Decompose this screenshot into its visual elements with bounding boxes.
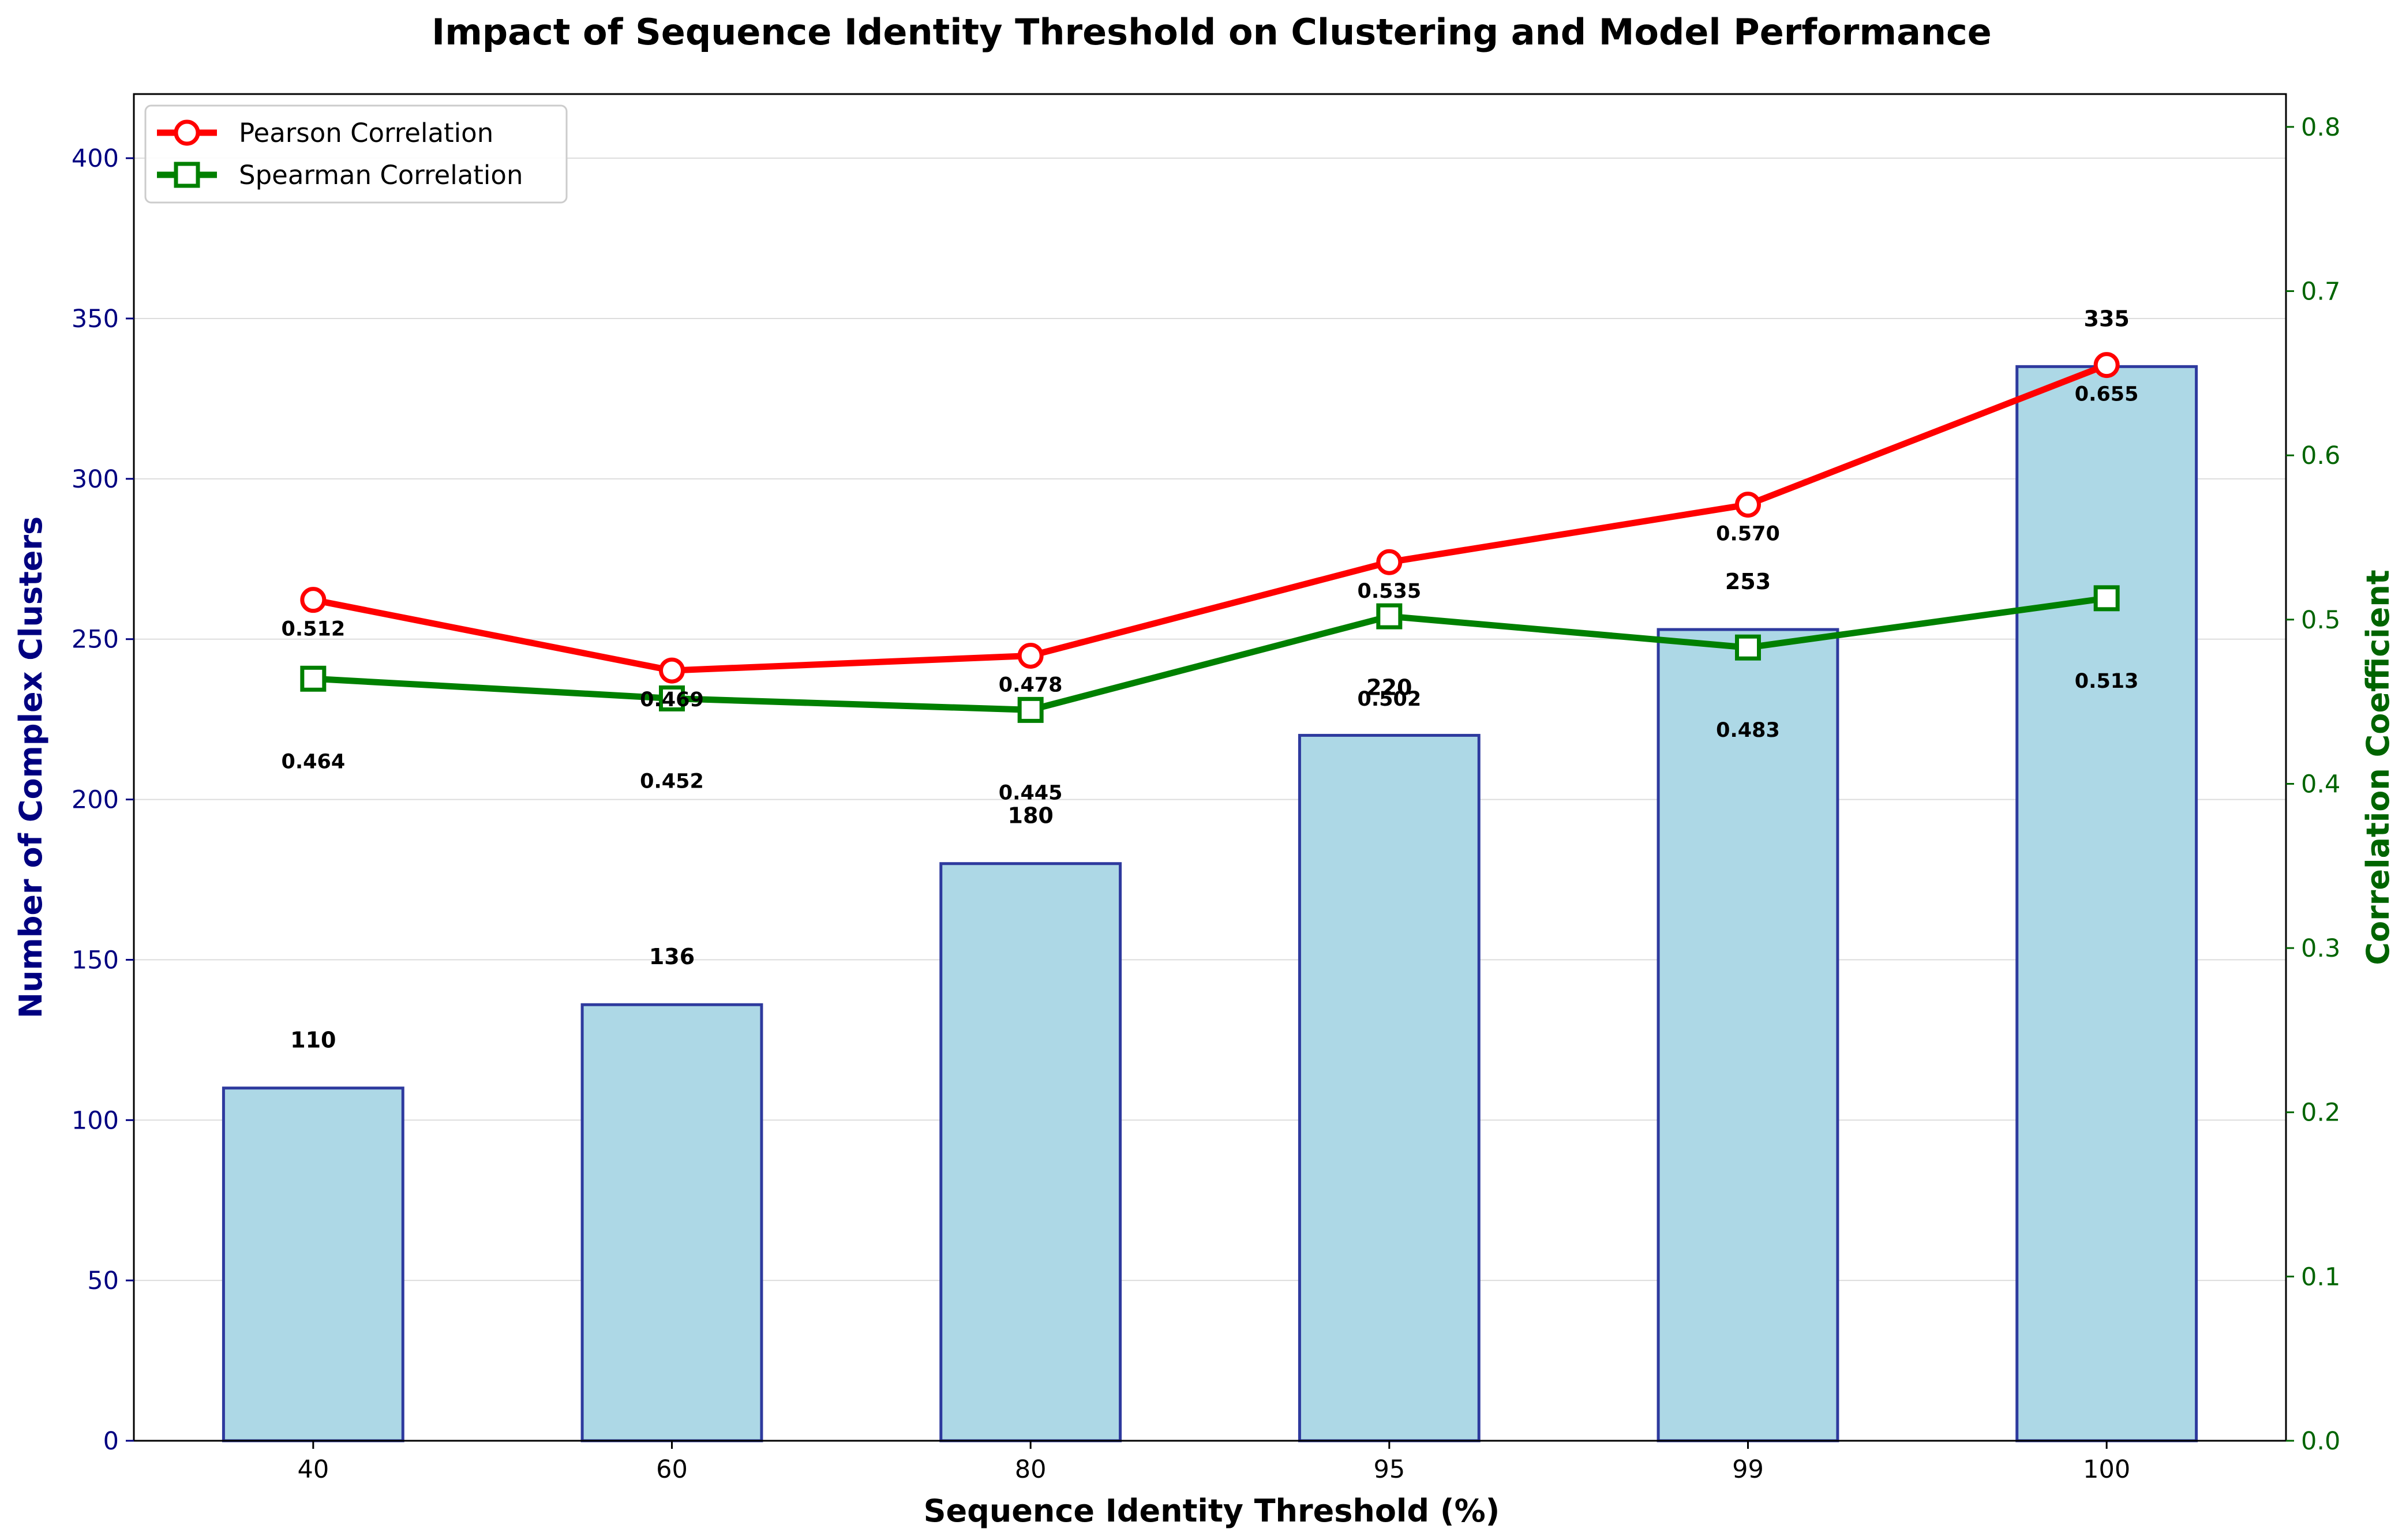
y-right-tick-label: 0.5 [2301,606,2340,635]
pearson-point [659,657,685,684]
pearson-point [1017,642,1044,669]
bar [1657,628,1839,1442]
y-axis-left-label: Number of Complex Clusters [13,516,49,1018]
plot-frame [133,93,2287,1442]
y-left-tick-label: 0 [103,1427,119,1456]
y-left-tick-label: 300 [72,465,119,494]
pearson-point [1376,549,1403,575]
y-right-tick-label: 0.0 [2301,1427,2340,1456]
bars [222,365,2198,1442]
legend-marker [174,162,200,188]
legend-label: Pearson Correlation [239,118,493,148]
y-right-tick-label: 0.3 [2301,934,2340,963]
bar-value-label: 335 [2084,306,2130,331]
y-right-tick-label: 0.8 [2301,113,2340,142]
y-right-tick-label: 0.7 [2301,278,2340,306]
y-left-tick-label: 50 [87,1267,119,1295]
bar-value-label: 110 [290,1028,336,1053]
legend-box [144,104,568,204]
y-left-tick-label: 250 [72,625,119,654]
y-left-tick-label: 150 [72,946,119,975]
legend-label: Spearman Correlation [239,160,523,190]
y-left-tick-label: 350 [72,305,119,334]
bar-value-label: 180 [1008,803,1054,829]
chart-title: Impact of Sequence Identity Threshold on… [432,11,1992,53]
series-line [312,362,2108,674]
spearman-point [1735,634,1761,661]
lines [300,352,2120,723]
bar [2015,365,2198,1442]
axes: 0 50 100 150 200 250 300 350 400 0.0 0.1 0.2 0.3 0.4 0… [72,113,2340,1484]
y-axis-right-label: Correlation Coefficient [2360,569,2396,965]
legend: Pearson Correlation Spearman Correlation [144,104,568,204]
spearman-point [659,685,685,711]
y-right-tick-label: 0.2 [2301,1099,2340,1127]
pearson-point [2093,352,2120,379]
point-value-label: 0.513 [2075,670,2139,693]
point-value-label: 0.502 [1357,688,1421,711]
bar-value-label: 253 [1725,569,1771,594]
point-value-label: 0.469 [640,688,704,711]
point-value-label: 0.478 [999,673,1063,696]
data-labels: 110 136 180 220 253 335 0.512 0.469 0.478 0.535 0.… [281,306,2138,1052]
point-value-label: 0.483 [1716,719,1780,742]
y-left-tick-label: 200 [72,786,119,815]
x-tick-label: 40 [297,1455,329,1484]
x-tick-label: 99 [1732,1455,1764,1484]
x-axis-label: Sequence Identity Threshold (%) [924,1493,1500,1529]
point-value-label: 0.535 [1357,580,1421,603]
x-tick-label: 60 [656,1455,688,1484]
point-value-label: 0.570 [1716,523,1780,546]
gridlines [134,158,2286,1441]
bar [222,1086,404,1442]
point-value-label: 0.464 [281,750,345,773]
x-tick-label: 80 [1015,1455,1047,1484]
bar-value-label: 220 [1366,675,1412,700]
y-left-tick-label: 400 [72,144,119,173]
pearson-point [300,587,327,613]
point-value-label: 0.655 [2075,383,2139,406]
spearman-point [1376,603,1403,630]
y-right-tick-label: 0.6 [2301,441,2340,470]
bar-value-label: 136 [649,944,695,969]
point-value-label: 0.445 [999,781,1063,804]
bar [580,1003,763,1442]
series-line [313,595,2107,713]
point-value-label: 0.452 [640,770,704,793]
spearman-point [2093,585,2120,612]
bar [1298,733,1481,1442]
point-value-label: 0.512 [281,618,345,641]
y-right-tick-label: 0.1 [2301,1262,2340,1291]
pearson-point [1735,492,1761,518]
spearman-point [1017,696,1044,723]
x-tick-label: 95 [1373,1455,1405,1484]
x-tick-label: 100 [2083,1455,2130,1484]
legend-marker [174,119,200,146]
y-right-tick-label: 0.4 [2301,770,2340,799]
spearman-point [300,665,327,692]
y-left-tick-label: 100 [72,1106,119,1135]
bar [939,862,1122,1442]
